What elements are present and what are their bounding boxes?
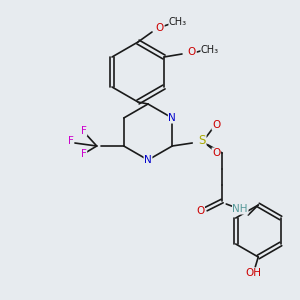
Text: O: O xyxy=(212,120,220,130)
Text: O: O xyxy=(156,23,164,33)
Text: N: N xyxy=(168,113,176,123)
Text: CH₃: CH₃ xyxy=(201,45,219,55)
Text: F: F xyxy=(68,136,74,146)
Text: F: F xyxy=(81,126,87,136)
Text: S: S xyxy=(199,134,206,148)
Text: OH: OH xyxy=(245,268,261,278)
Text: CH₃: CH₃ xyxy=(169,17,187,27)
Text: F: F xyxy=(81,149,87,159)
Text: NH: NH xyxy=(232,204,248,214)
Text: N: N xyxy=(144,155,152,165)
Text: O: O xyxy=(188,47,196,57)
Text: O: O xyxy=(212,148,220,158)
Text: O: O xyxy=(196,206,204,216)
